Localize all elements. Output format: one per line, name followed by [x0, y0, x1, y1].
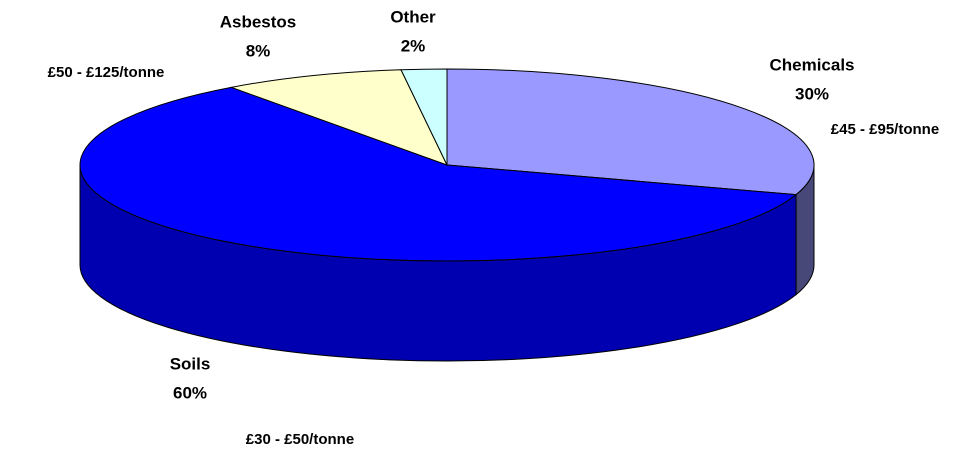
slice	[446, 68, 815, 196]
slice-value-label: 2%	[401, 36, 426, 55]
annotation: £30 - £50/tonne	[246, 431, 354, 448]
slice-label: Asbestos	[220, 12, 297, 31]
slice	[79, 86, 798, 262]
annotation: £50 - £125/tonne	[48, 64, 165, 81]
slice	[400, 68, 448, 166]
slice-value-label: 30%	[795, 84, 829, 103]
slice-label: Chemicals	[769, 55, 854, 74]
slice-value-label: 8%	[246, 41, 271, 60]
slice	[229, 69, 448, 166]
slice-value-label: 60%	[173, 383, 207, 402]
annotation: £45 - £95/tonne	[831, 121, 939, 138]
slice-label: Other	[390, 7, 436, 26]
slice-label: Soils	[170, 354, 211, 373]
